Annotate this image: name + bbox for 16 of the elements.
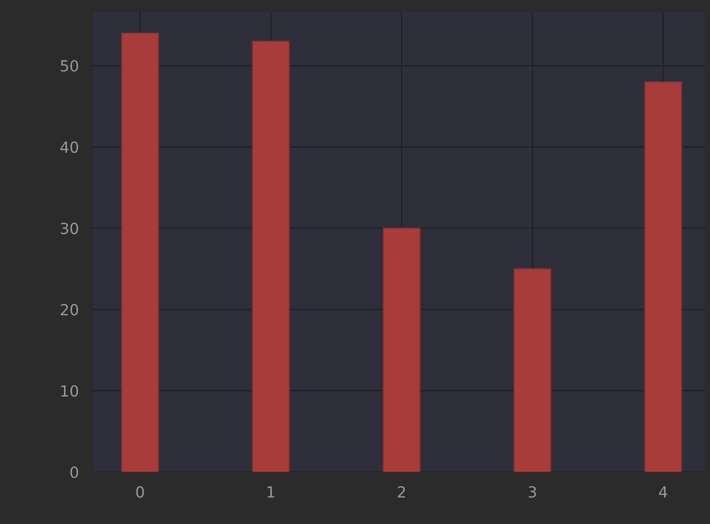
x-tick-label: 0 [136,486,144,498]
y-tick-label: 20 [60,304,78,316]
y-tick-label: 0 [70,466,78,478]
bar [644,81,682,472]
x-tick-label: 4 [659,486,668,498]
bar [382,228,420,472]
y-tick-label: 40 [60,141,78,153]
bar [121,32,159,472]
x-tick-label: 1 [268,486,274,498]
x-tick-label: 3 [528,486,536,498]
bar [514,268,552,472]
bar [252,40,290,472]
x-tick-label: 2 [398,486,405,498]
y-tick-label: 10 [61,385,78,397]
y-tick-label: 30 [60,222,78,234]
y-tick-label: 50 [60,60,78,72]
